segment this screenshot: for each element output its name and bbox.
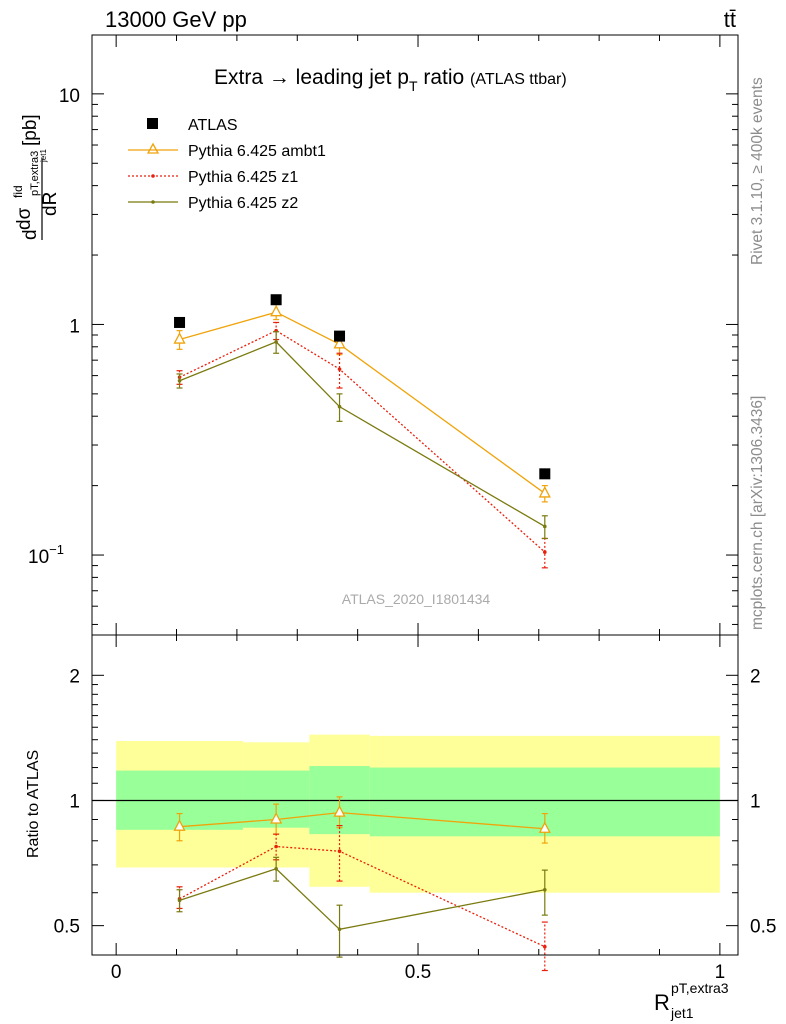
- ratio-point-z1: [274, 844, 278, 849]
- ratio-point-ambt1: [333, 805, 346, 817]
- ratio-line-z1: [179, 845, 546, 948]
- ratio-point-z2: [543, 887, 547, 892]
- main-line-z1: [179, 329, 546, 553]
- main-y-tick-label: 1: [69, 316, 80, 337]
- legend-label-atlas: ATLAS: [188, 117, 238, 134]
- rivet-version-label: Rivet 3.1.10, ≥ 400k events: [749, 77, 766, 265]
- y-label-dR: dR: [40, 192, 61, 216]
- main-point-atlas: [539, 468, 551, 480]
- x-label-sup: pT,extra3: [671, 980, 729, 996]
- ratio-x-axis-label: R pT,extra3 jet1: [654, 980, 729, 1021]
- collision-label: 13000 GeV pp: [105, 7, 247, 32]
- ratio-y-tick-label-left: 1: [69, 791, 80, 812]
- ratio-y-tick-label-right: 1: [750, 791, 761, 812]
- main-point-atlas: [270, 294, 282, 306]
- ratio-point-ambt1: [538, 821, 551, 833]
- ratio-point-z2: [337, 927, 342, 932]
- main-line-z2: [179, 341, 546, 528]
- x-label-R: R: [654, 990, 670, 1015]
- main-point-ambt1: [270, 304, 283, 317]
- y-label-sup: fid: [11, 185, 25, 198]
- main-point-z2: [337, 404, 342, 409]
- main-point-atlas: [174, 316, 186, 328]
- y-label-numerator-d: d: [20, 229, 41, 240]
- main-plot-area: 10−1 1 10: [28, 35, 738, 635]
- ratio-point-z1: [543, 944, 547, 949]
- main-point-z1: [337, 367, 342, 371]
- ratio-x-tick-label: 0.5: [405, 962, 431, 983]
- ratio-point-z2: [177, 898, 182, 903]
- legend-marker-atlas: [147, 118, 158, 129]
- legend-label-ambt1: Pythia 6.425 ambt1: [188, 143, 326, 160]
- main-point-atlas: [334, 330, 346, 342]
- ratio-line-ambt1: [179, 811, 545, 830]
- ratio-point-z2: [274, 866, 278, 871]
- main-y-tick-label: 10−1: [28, 542, 64, 568]
- legend: ATLAS Pythia 6.425 ambt1 Pythia 6.425 z1…: [128, 117, 326, 212]
- main-point-ambt1: [173, 332, 186, 344]
- ratio-y-tick-label-right: 0.5: [750, 917, 776, 938]
- ratio-plot-area: 0.5 0.5 1 1 2 2 0 0.5 1: [54, 635, 776, 983]
- main-panel: 10−1 1 10 Extra → leading jet pT ratio (AT…: [11, 34, 739, 636]
- process-label: tt̄: [724, 7, 736, 32]
- main-y-axis-label: dR d dσ fid pT,extra3 jet1 [pb]: [11, 114, 61, 240]
- source-label: mcplots.cern.ch [arXiv:1306.3436]: [749, 396, 766, 630]
- main-point-z1: [543, 550, 547, 554]
- ratio-y-tick-label-right: 2: [750, 666, 761, 687]
- ratio-panel-frame: [91, 634, 739, 956]
- y-label-subsub: jet1: [39, 149, 48, 163]
- ratio-point-ambt1: [270, 812, 283, 824]
- main-point-ambt1: [538, 486, 551, 498]
- y-label-numerator-sigma: dσ: [14, 207, 35, 230]
- ratio-point-z1: [337, 849, 342, 854]
- legend-label-z2: Pythia 6.425 z2: [188, 195, 298, 212]
- ratio-y-tick-label-left: 0.5: [54, 917, 80, 938]
- main-point-z2: [543, 524, 547, 529]
- main-y-tick-label: 10: [59, 86, 80, 107]
- ratio-x-tick-label: 1: [715, 962, 726, 983]
- y-label-unit: [pb]: [20, 114, 41, 146]
- legend-marker-z1: [151, 174, 155, 178]
- ratio-x-tick-label: 0: [111, 962, 122, 983]
- main-point-z2: [274, 340, 278, 344]
- ratio-y-axis-label: Ratio to ATLAS: [25, 750, 42, 858]
- main-line-ambt1: [179, 311, 546, 494]
- legend-label-z1: Pythia 6.425 z1: [188, 169, 298, 186]
- main-point-z2: [177, 378, 182, 383]
- analysis-watermark: ATLAS_2020_I1801434: [342, 591, 491, 607]
- ratio-point-ambt1: [173, 819, 186, 831]
- ratio-y-tick-label-left: 2: [69, 666, 80, 687]
- x-label-sub: jet1: [670, 1005, 694, 1021]
- y-label-sub: pT,extra3: [29, 151, 41, 196]
- legend-marker-ambt1: [146, 142, 160, 154]
- legend-marker-z2: [151, 200, 155, 204]
- chart-title: Extra → leading jet pT ratio (ATLAS ttba…: [214, 66, 567, 94]
- main-point-ambt1: [333, 336, 346, 349]
- ratio-panel: 0.5 0.5 1 1 2 2 0 0.5 1 Ratio to ATLAS R pT,extr…: [25, 634, 776, 1021]
- ratio-line-z2: [179, 868, 545, 931]
